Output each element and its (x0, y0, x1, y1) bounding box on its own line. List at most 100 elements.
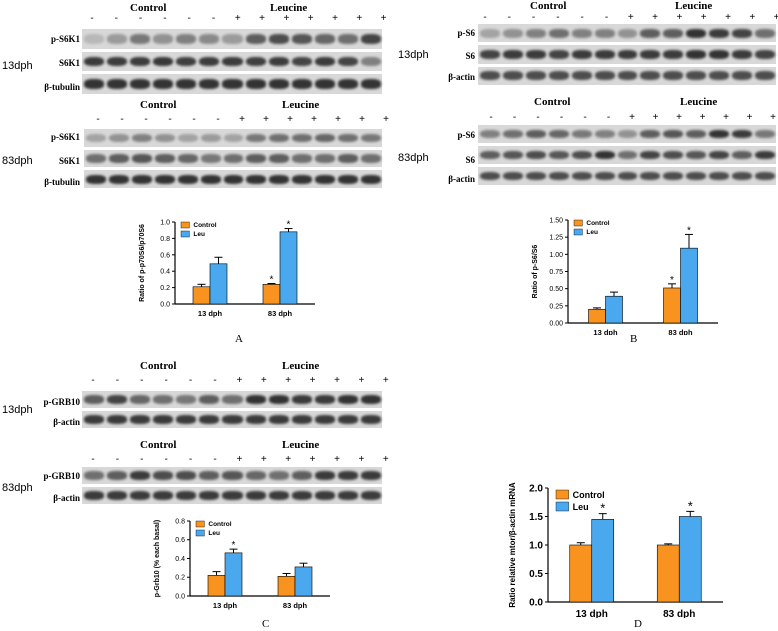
lane-minus: - (192, 114, 196, 125)
blot-band (755, 150, 775, 160)
blot-band (594, 71, 615, 81)
lane-plus: + (359, 114, 365, 125)
blot-band (153, 471, 174, 480)
blot-band (130, 471, 151, 480)
x-tick-label: 83 dph (268, 309, 293, 318)
bar (656, 544, 680, 603)
bar (209, 263, 228, 305)
y-axis-label: Ratio of p-p70S6/p70S6 (139, 224, 146, 302)
blot-band (107, 56, 128, 67)
blot-band (360, 415, 381, 424)
blot-band (245, 79, 266, 89)
bar (224, 552, 243, 597)
lane-minus: - (188, 375, 193, 386)
y-tick-label: 0.6 (160, 252, 170, 259)
legend-label: Leu (586, 229, 598, 236)
lane-plus: + (652, 112, 659, 123)
blot-band (246, 133, 267, 143)
blot-band (153, 415, 174, 424)
blot-band (268, 395, 289, 404)
blot-band (548, 171, 569, 181)
legend-swatch (555, 489, 569, 500)
blot-band (360, 471, 381, 480)
row-label-p-s6k1: p-S6K1 (50, 132, 80, 142)
blot-band (154, 133, 175, 143)
label-83dph: 83dph (2, 482, 33, 494)
bar-chart-c: 0.0 0.2 0.4 0.6 0.8 p-Grb10 (% each basal) * 13… (154, 518, 330, 610)
legend-swatch (195, 520, 205, 528)
blot-band (480, 50, 500, 59)
blot-band (360, 56, 381, 67)
label-83dph: 83dph (398, 152, 429, 164)
row-label-p-s6: p-S6 (457, 28, 475, 38)
blot-band (571, 28, 592, 38)
lane-minus: - (90, 13, 94, 24)
panel-label-d: D (634, 618, 642, 630)
blot-band (223, 133, 244, 143)
row-label-s6k1: S6K1 (58, 156, 80, 166)
lane-plus: + (285, 375, 292, 386)
blot-band (755, 171, 775, 181)
significance-star: * (600, 501, 605, 516)
lane-minus: - (512, 112, 517, 123)
blot-band (107, 415, 128, 424)
row-label-s6k1: S6K1 (58, 58, 80, 68)
blot-band (337, 33, 358, 44)
lane-minus: - (556, 12, 560, 23)
blot-band (108, 133, 129, 143)
blot-band (617, 50, 638, 59)
y-tick-label: 0.75 (549, 269, 563, 276)
blot-band (338, 154, 359, 163)
bar-chart-b: 0.00 0.50 1.00 1.50 0.25 0.75 1.25 Ratio of p-S… (532, 217, 718, 335)
lane-plus: + (749, 12, 756, 23)
blot-band (177, 174, 198, 184)
blot-band (617, 150, 638, 160)
bar-chart-a: 0.0 0.2 0.4 0.6 0.8 1.0 Ratio of p-p70S6/p70S6… (139, 219, 315, 318)
blot-band (269, 133, 290, 143)
lane-plus: + (309, 454, 316, 465)
legend-swatch (180, 221, 190, 229)
bar (207, 575, 226, 597)
bar-chart-d: 0.0 0.5 1.0 1.5 2.0 Ratio relative mtor/β-act… (508, 482, 723, 618)
blot-strip (478, 66, 776, 85)
y-tick-label: 0.2 (175, 575, 185, 582)
blot-band (502, 71, 523, 81)
row-label-s6: S6 (465, 51, 475, 61)
blot-band (314, 471, 335, 480)
blot-band (686, 171, 707, 181)
blot-band (315, 154, 336, 163)
lane-plus: + (700, 12, 707, 23)
blot-band (571, 150, 592, 160)
lane-plus: + (770, 112, 776, 123)
blot-band (640, 171, 661, 181)
blot-band (222, 56, 243, 67)
row-label-p-s6: p-S6 (457, 130, 475, 140)
blot-band (245, 415, 266, 424)
blot-band (502, 129, 523, 139)
blot-band (686, 129, 707, 139)
blot-band (268, 33, 289, 44)
lane-plus: + (311, 114, 317, 125)
blot-band (525, 150, 546, 160)
x-tick-label: 83 dph (663, 609, 695, 618)
lane-plus: + (356, 13, 363, 24)
y-tick-label: 0.5 (529, 569, 543, 580)
bar (663, 287, 681, 324)
lane-minus: - (507, 12, 511, 23)
lane-plus: + (259, 13, 266, 24)
lane-minus: - (583, 112, 587, 123)
lane-plus: + (234, 13, 241, 24)
row-label-beta-tubulin: β-tubulin (44, 177, 80, 187)
blot-band (199, 491, 220, 500)
blot-band (86, 174, 106, 184)
blot-band (246, 174, 267, 184)
y-tick-label: 0.00 (549, 320, 563, 327)
y-tick-label: 1.50 (549, 217, 563, 224)
blot-strip (84, 149, 382, 168)
lane-plus: + (383, 114, 389, 125)
blot-band (315, 133, 336, 143)
blot-band (709, 171, 730, 181)
label-13dph: 13dph (2, 404, 33, 416)
blot-band (640, 28, 661, 38)
blot-band (199, 56, 220, 67)
